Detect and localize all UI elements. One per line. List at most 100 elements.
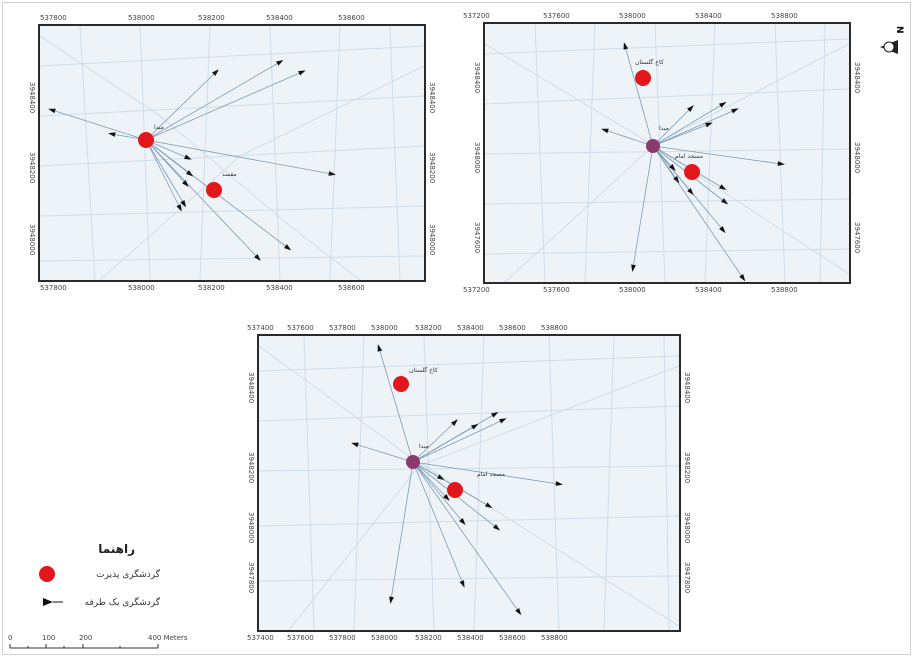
map-2-canvas: کاخ گلستان مبدا مسجد امام — [485, 24, 849, 282]
trip-line — [145, 139, 181, 209]
trip-line — [51, 109, 147, 141]
trip-line — [652, 145, 724, 231]
trip-line — [652, 103, 724, 147]
y-tick-label: 3948000 — [683, 512, 691, 544]
legend-item-trip: گردشگری یک طرفه — [84, 598, 160, 608]
trip-line — [145, 71, 217, 141]
y-tick-label: 3948200 — [247, 452, 255, 484]
trip-line — [145, 139, 185, 205]
y-tick-label: 3948200 — [683, 452, 691, 484]
trip-line — [412, 461, 448, 499]
trip-arrow — [276, 59, 284, 66]
x-tick-label: 538200 — [415, 324, 442, 332]
y-tick-label: 3948200 — [28, 152, 36, 184]
y-tick-label: 3948400 — [853, 62, 861, 94]
site-label-2a: کاخ گلستان — [635, 58, 664, 66]
trip-arrow — [491, 411, 499, 418]
y-tick-label: 3948000 — [28, 224, 36, 256]
trip-arrow — [493, 524, 501, 531]
trip-arrow — [459, 580, 465, 588]
site-golestan-3 — [393, 376, 409, 392]
north-arrow: N — [874, 22, 904, 72]
x-tick-label: 537600 — [287, 324, 314, 332]
legend-trip-arrow-icon — [43, 598, 53, 606]
trip-line — [652, 107, 692, 147]
y-tick-label: 3948400 — [247, 372, 255, 404]
trip-line — [412, 461, 560, 485]
legend: راهنما گردشگری پذیرت گردشگری یک طرفه — [20, 530, 230, 650]
x-tick-label: 538400 — [266, 284, 293, 292]
trip-line — [145, 71, 303, 141]
trip-arrow — [739, 274, 746, 282]
trip-arrow — [719, 101, 727, 108]
trip-line — [412, 461, 464, 523]
trip-arrow — [499, 418, 507, 424]
trip-arrow — [328, 171, 336, 176]
x-tick-label: 537400 — [247, 634, 274, 642]
trip-arrow — [254, 254, 261, 261]
trip-line — [354, 443, 414, 463]
x-tick-label: 538600 — [499, 634, 526, 642]
x-tick-label: 538000 — [128, 14, 155, 22]
trip-arrow — [298, 70, 306, 76]
map-panel-1: مبدا مقصد — [38, 24, 426, 282]
trip-line — [145, 139, 333, 175]
x-tick-label: 538800 — [771, 12, 798, 20]
x-tick-label: 538400 — [457, 324, 484, 332]
y-tick-label: 3948000 — [428, 224, 436, 256]
trip-arrow — [377, 344, 383, 352]
site-label-2b: مسجد امام — [675, 153, 703, 160]
trip-arrow — [601, 128, 609, 134]
trip-arrow — [212, 69, 219, 76]
trip-arrow — [687, 188, 694, 196]
origin-label-2: مبدا — [659, 125, 669, 132]
x-tick-label: 538400 — [457, 634, 484, 642]
x-tick-label: 538000 — [371, 324, 398, 332]
trip-arrow — [669, 164, 676, 171]
trip-line — [412, 419, 504, 463]
origin-site-2 — [646, 139, 660, 153]
trip-arrow — [180, 200, 187, 208]
x-tick-label: 537800 — [329, 324, 356, 332]
origin-label-3: مبدا — [419, 443, 429, 450]
trip-line — [412, 461, 464, 585]
x-tick-label: 538000 — [371, 634, 398, 642]
x-tick-label: 538200 — [415, 634, 442, 642]
trip-line — [652, 145, 782, 165]
legend-title: راهنما — [98, 542, 135, 556]
y-tick-label: 3948400 — [473, 62, 481, 94]
trip-line — [624, 45, 654, 147]
trip-line — [652, 109, 736, 147]
y-tick-label: 3947600 — [473, 222, 481, 254]
street-network — [259, 336, 679, 630]
x-tick-label: 537800 — [40, 284, 67, 292]
trip-arrow — [673, 176, 680, 184]
x-tick-label: 538200 — [198, 14, 225, 22]
map-panel-3: کاخ گلستان مبدا مسجد امام — [257, 334, 681, 632]
trip-arrow — [443, 494, 450, 501]
x-tick-label: 538000 — [619, 286, 646, 294]
map-3-canvas: کاخ گلستان مبدا مسجد امام — [259, 336, 679, 630]
north-label: N — [894, 26, 904, 34]
trip-arrow — [186, 170, 194, 177]
y-tick-label: 3948400 — [428, 82, 436, 114]
trip-arrow — [485, 502, 493, 509]
trip-arrow — [777, 161, 785, 166]
x-tick-label: 538800 — [541, 324, 568, 332]
origin-site-3 — [406, 455, 420, 469]
trip-line — [145, 61, 281, 141]
trip-arrow — [721, 198, 729, 205]
scale-label-200: 200 — [79, 634, 93, 642]
y-tick-label: 3947800 — [247, 562, 255, 594]
x-tick-label: 537600 — [543, 286, 570, 294]
site-label-3b: مسجد امام — [477, 471, 505, 478]
destination-site-1 — [206, 182, 222, 198]
y-tick-label: 3947600 — [853, 222, 861, 254]
trip-arrow — [719, 184, 727, 191]
trip-line — [390, 461, 414, 601]
trip-arrow — [389, 596, 394, 604]
trip-arrow — [731, 108, 739, 114]
x-tick-label: 538400 — [695, 286, 722, 294]
origin-site-1 — [138, 132, 154, 148]
